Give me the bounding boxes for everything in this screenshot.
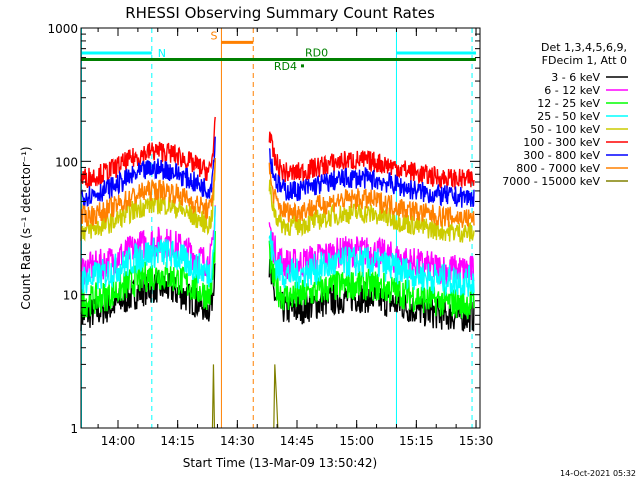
flag-bars: N S RD0 RD4 — [81, 29, 477, 73]
x-tick-label: 15:30 — [459, 434, 494, 448]
flag-label: RD4 — [274, 60, 297, 73]
x-tick-label: 14:45 — [280, 434, 315, 448]
legend-entry-label: 25 - 50 keV — [537, 110, 600, 123]
legend-entry-label: 7000 - 15000 keV — [502, 175, 600, 188]
plot-border — [80, 27, 481, 429]
x-tick-label: 14:15 — [160, 434, 195, 448]
chart-title: RHESSI Observing Summary Count Rates — [125, 4, 435, 22]
series-spike — [211, 364, 216, 429]
legend-entry-label: 800 - 7000 keV — [516, 162, 600, 175]
series-line — [80, 230, 475, 320]
legend-entry-label: 3 - 6 keV — [551, 71, 600, 84]
y-axis-label: Count Rate (s⁻¹ detector⁻¹) — [19, 146, 33, 309]
series-segment-post-gap — [268, 230, 475, 297]
series-segment-post-gap — [268, 179, 475, 243]
flag-label: S — [210, 29, 217, 42]
generation-timestamp: 14-Oct-2021 05:32 — [560, 469, 636, 478]
legend-header-line-2: FDecim 1, Att 0 — [542, 54, 627, 67]
legend-entry-label: 300 - 800 keV — [523, 149, 600, 162]
series-segment-pre-gap — [80, 116, 216, 189]
x-tick-label: 14:00 — [101, 434, 136, 448]
series-segment-pre-gap — [80, 160, 216, 242]
tick-labels: 1 10 100 1000 14:00 14:15 14:30 14:45 15:00 15:15… — [47, 22, 493, 448]
series-segment-pre-gap — [80, 206, 216, 294]
flag-label: N — [158, 47, 166, 60]
flag-bar-rd4 — [300, 64, 304, 68]
y-tick-label: 10 — [63, 289, 78, 303]
x-tick-label: 15:15 — [399, 434, 434, 448]
legend-entry-label: 12 - 25 keV — [537, 97, 600, 110]
legend: Det 1,3,4,5,6,9, FDecim 1, Att 0 3 - 6 k… — [502, 41, 628, 188]
series-line — [80, 160, 475, 243]
legend-entry-label: 50 - 100 keV — [530, 123, 600, 136]
legend-entry-label: 100 - 300 keV — [523, 136, 600, 149]
x-tick-label: 15:00 — [339, 434, 374, 448]
series-line — [80, 136, 475, 208]
legend-header-line-1: Det 1,3,4,5,6,9, — [541, 41, 627, 54]
series-segment-pre-gap — [80, 263, 216, 332]
series-lines — [80, 116, 475, 429]
series-spike — [273, 364, 279, 429]
y-tick-label: 100 — [55, 155, 78, 169]
series-segment-pre-gap — [80, 230, 216, 318]
series-segment-pre-gap — [80, 157, 216, 227]
x-tick-label: 14:30 — [220, 434, 255, 448]
y-tick-label: 1 — [70, 422, 78, 436]
x-axis-label: Start Time (13-Mar-09 13:50:42) — [183, 456, 377, 470]
series-line — [211, 364, 279, 429]
series-line — [80, 206, 475, 297]
y-tick-label: 1000 — [47, 22, 78, 36]
legend-entry-label: 6 - 12 keV — [544, 84, 600, 97]
series-segment-post-gap — [268, 240, 475, 320]
flag-label: RD0 — [305, 47, 328, 60]
series-line — [80, 157, 475, 228]
series-segment-pre-gap — [80, 136, 216, 207]
series-segment-post-gap — [268, 148, 475, 208]
series-line — [80, 116, 475, 190]
series-segment-post-gap — [268, 162, 475, 228]
plot-frame — [80, 27, 481, 429]
series-segment-post-gap — [268, 131, 475, 190]
